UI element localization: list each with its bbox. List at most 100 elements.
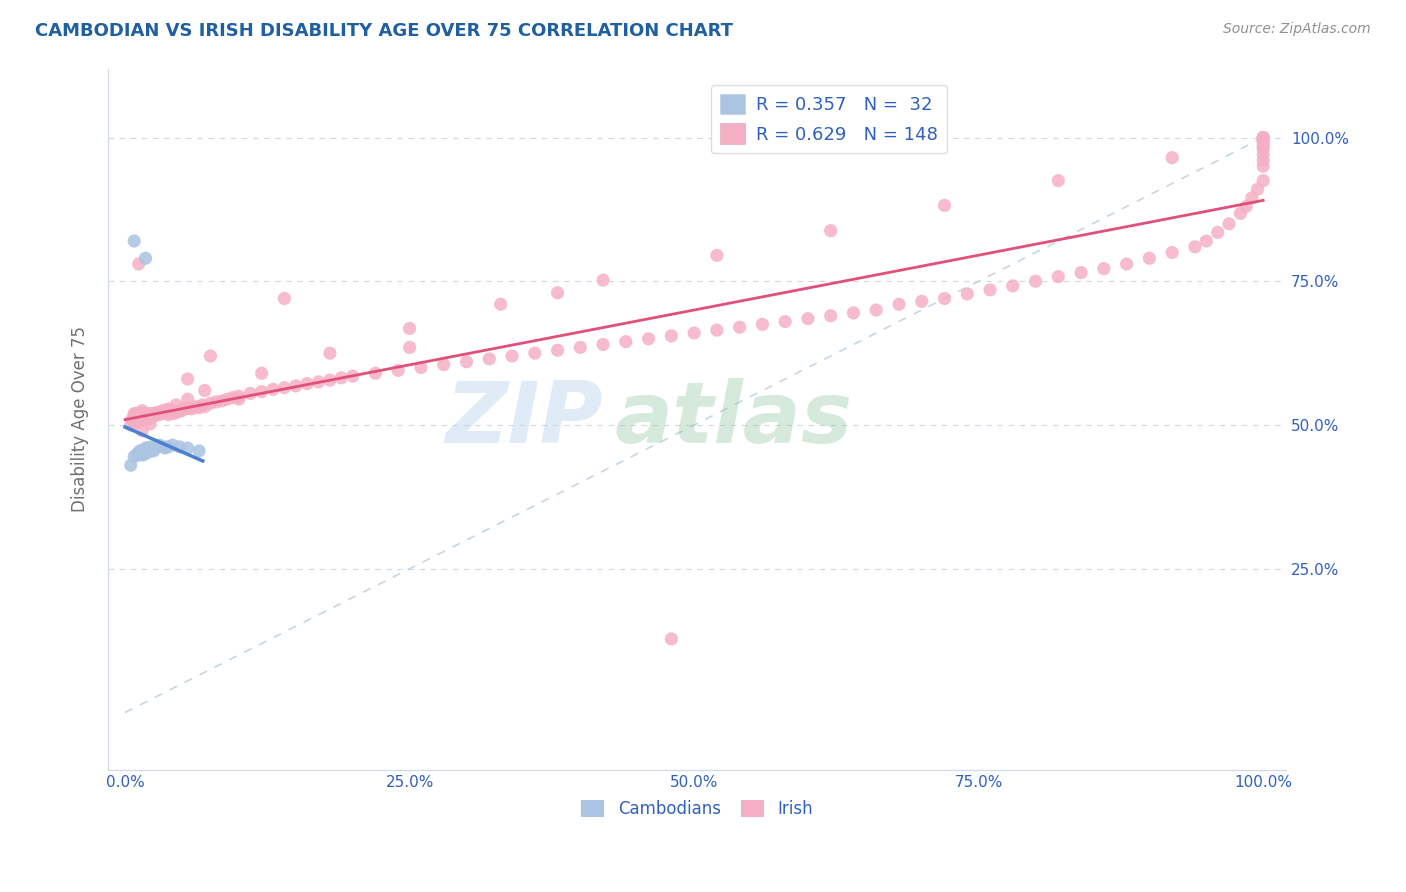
Point [319, 373, 342, 387]
Point [128, 445, 150, 459]
Point [364, 366, 387, 380]
Point [165, 398, 187, 412]
Point [153, 405, 176, 419]
Point [295, 376, 318, 391]
Point [129, 445, 152, 459]
Point [308, 375, 330, 389]
Point [637, 332, 659, 346]
Point [592, 273, 614, 287]
Point [273, 292, 295, 306]
Point [1070, 266, 1092, 280]
Point [284, 379, 307, 393]
Point [122, 415, 145, 429]
Point [188, 443, 211, 458]
Point [934, 198, 956, 212]
Point [911, 294, 934, 309]
Point [139, 442, 162, 457]
Point [134, 412, 156, 426]
Point [176, 372, 198, 386]
Point [188, 401, 211, 415]
Point [128, 257, 150, 271]
Point [139, 407, 162, 421]
Point [1251, 153, 1274, 168]
Point [162, 438, 184, 452]
Point [1234, 200, 1257, 214]
Point [797, 311, 820, 326]
Point [706, 248, 728, 262]
Point [153, 440, 176, 454]
Point [273, 381, 295, 395]
Point [163, 407, 186, 421]
Point [1251, 139, 1274, 153]
Point [194, 400, 217, 414]
Point [138, 443, 160, 458]
Point [157, 401, 180, 416]
Point [148, 438, 170, 452]
Point [569, 340, 592, 354]
Point [523, 346, 546, 360]
Text: atlas: atlas [614, 377, 852, 461]
Point [1115, 257, 1137, 271]
Point [176, 392, 198, 406]
Point [217, 392, 239, 406]
Point [141, 409, 163, 424]
Point [1047, 174, 1070, 188]
Point [228, 392, 250, 406]
Point [194, 384, 217, 398]
Point [142, 409, 165, 424]
Point [1161, 151, 1184, 165]
Point [489, 297, 512, 311]
Point [170, 403, 193, 417]
Point [135, 407, 157, 421]
Point [128, 448, 150, 462]
Point [661, 329, 683, 343]
Point [129, 412, 152, 426]
Point [143, 408, 166, 422]
Point [1137, 252, 1160, 266]
Point [478, 351, 501, 366]
Point [1001, 278, 1024, 293]
Point [125, 407, 148, 421]
Point [157, 440, 180, 454]
Point [132, 448, 155, 462]
Point [136, 441, 159, 455]
Y-axis label: Disability Age Over 75: Disability Age Over 75 [72, 326, 89, 512]
Point [125, 415, 148, 429]
Point [169, 403, 191, 417]
Point [127, 447, 149, 461]
Point [150, 407, 173, 421]
Point [169, 440, 191, 454]
Point [222, 391, 245, 405]
Point [131, 412, 153, 426]
Point [122, 450, 145, 464]
Point [134, 445, 156, 459]
Point [228, 389, 250, 403]
Point [239, 386, 262, 401]
Point [547, 285, 569, 300]
Point [547, 343, 569, 358]
Point [135, 441, 157, 455]
Point [125, 448, 148, 462]
Point [887, 297, 910, 311]
Point [176, 401, 198, 415]
Point [141, 408, 163, 422]
Point [131, 424, 153, 438]
Point [433, 358, 456, 372]
Point [138, 412, 160, 426]
Point [127, 409, 149, 424]
Point [176, 441, 198, 455]
Point [173, 401, 195, 416]
Point [141, 440, 163, 454]
Point [1251, 148, 1274, 162]
Point [330, 371, 353, 385]
Point [1229, 206, 1251, 220]
Point [319, 346, 342, 360]
Text: Source: ZipAtlas.com: Source: ZipAtlas.com [1223, 22, 1371, 37]
Point [128, 443, 150, 458]
Point [398, 321, 420, 335]
Point [135, 443, 157, 458]
Point [1251, 130, 1274, 145]
Point [683, 326, 706, 340]
Point [592, 337, 614, 351]
Point [1195, 234, 1218, 248]
